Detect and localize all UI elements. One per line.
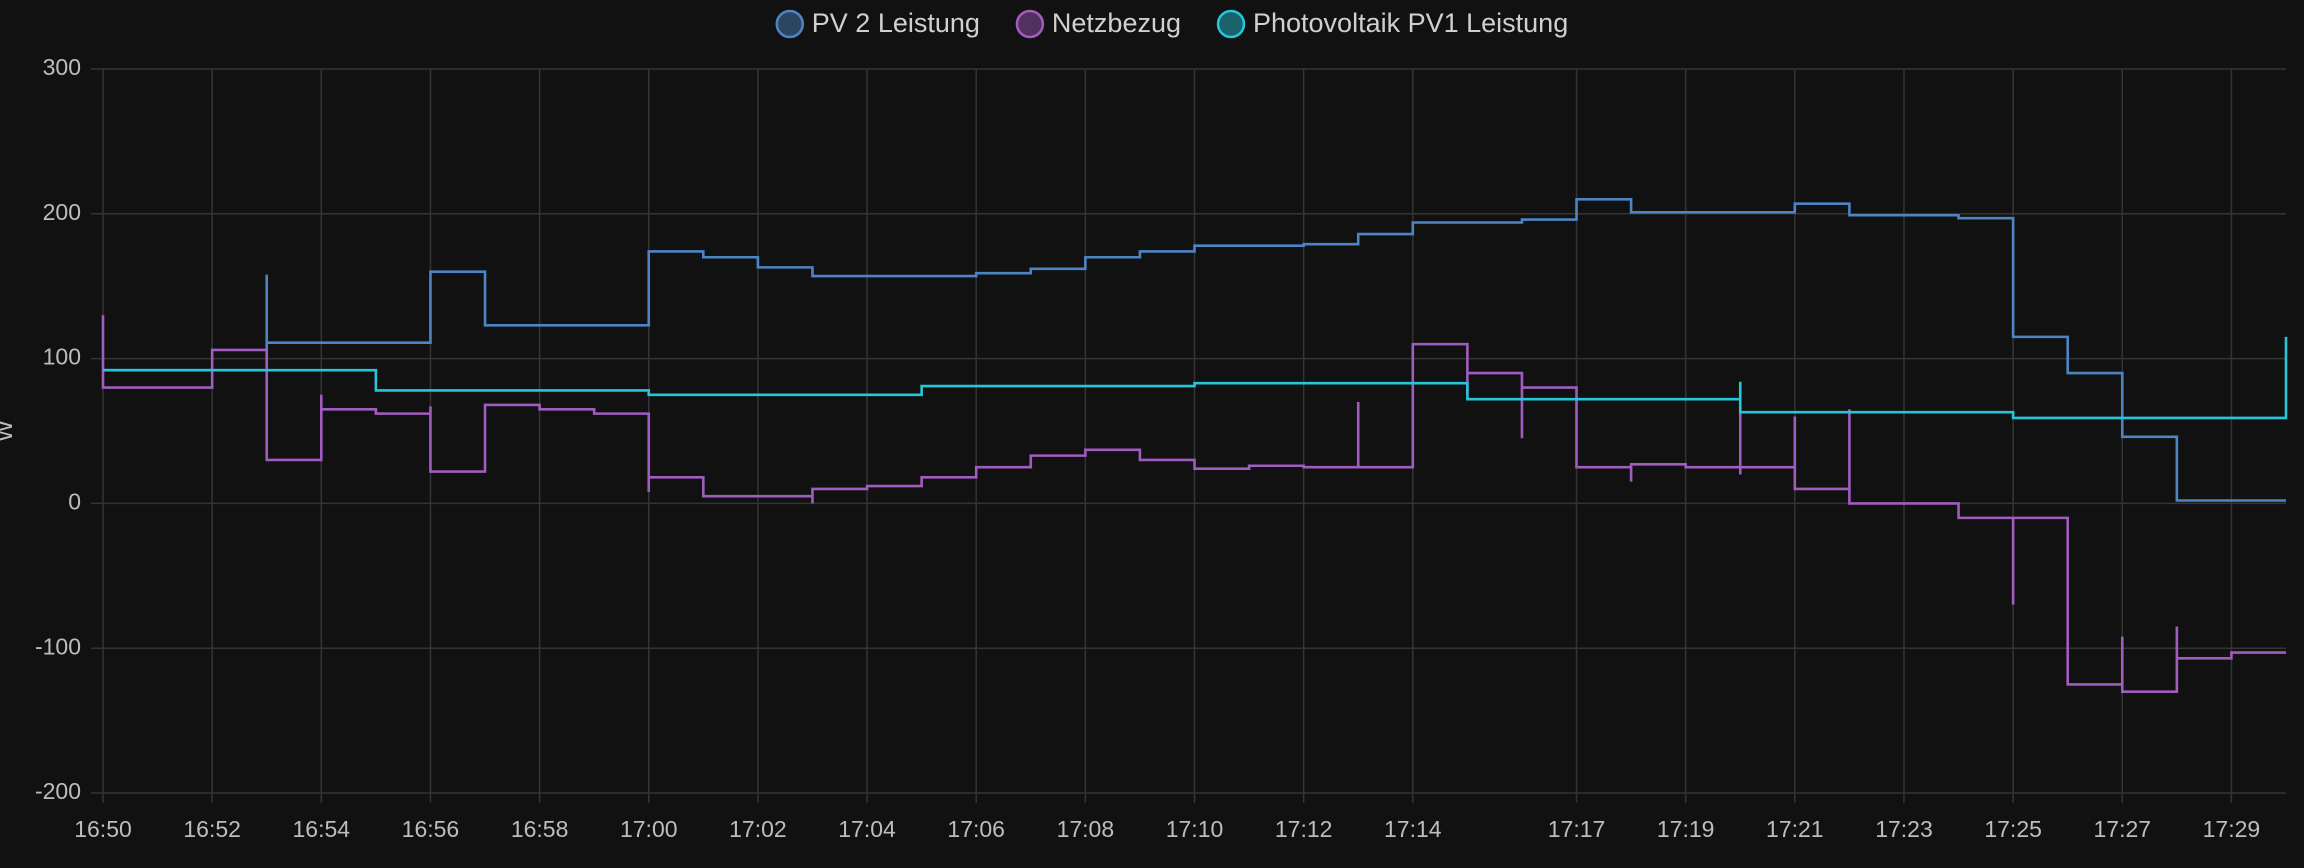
y-tick-label: 0: [68, 488, 81, 514]
x-tick-label: 16:58: [511, 816, 569, 842]
x-tick-label: 16:50: [74, 816, 132, 842]
x-tick-label: 17:02: [729, 816, 787, 842]
legend-swatch: [775, 9, 805, 39]
x-tick-label: 16:54: [293, 816, 351, 842]
y-tick-label: -200: [35, 778, 81, 804]
x-tick-label: 17:21: [1766, 816, 1824, 842]
x-tick-label: 17:06: [947, 816, 1005, 842]
y-tick-label: 300: [43, 54, 81, 80]
y-tick-label: -100: [35, 633, 81, 659]
y-tick-label: 100: [43, 344, 81, 370]
x-tick-label: 17:25: [1984, 816, 2042, 842]
legend-swatch: [1015, 9, 1045, 39]
y-tick-label: 200: [43, 199, 81, 225]
series-line: [103, 198, 2286, 502]
y-axis-label: W: [0, 420, 17, 442]
x-tick-label: 16:56: [402, 816, 460, 842]
legend: PV 2 Leistung Netzbezug Photovoltaik PV1 L…: [775, 8, 1568, 39]
legend-label: PV 2 Leistung: [812, 8, 980, 38]
x-tick-label: 17:00: [620, 816, 678, 842]
x-tick-label: 17:12: [1275, 816, 1333, 842]
x-tick-label: 16:52: [183, 816, 241, 842]
x-tick-label: 17:08: [1057, 816, 1115, 842]
legend-item: PV 2 Leistung: [775, 8, 980, 39]
legend-item: Netzbezug: [1015, 8, 1181, 39]
legend-swatch: [1216, 9, 1246, 39]
x-tick-label: 17:04: [838, 816, 896, 842]
legend-label: Netzbezug: [1052, 8, 1181, 38]
x-tick-label: 17:14: [1384, 816, 1442, 842]
legend-label: Photovoltaik PV1 Leistung: [1253, 8, 1568, 38]
x-tick-label: 17:27: [2093, 816, 2151, 842]
x-tick-label: 17:10: [1166, 816, 1224, 842]
x-tick-label: 17:19: [1657, 816, 1715, 842]
series-line: [103, 336, 2288, 420]
x-tick-label: 17:29: [2203, 816, 2261, 842]
series-line: [101, 315, 2286, 693]
x-tick-label: 17:17: [1548, 816, 1606, 842]
x-tick-label: 17:23: [1875, 816, 1933, 842]
legend-item: Photovoltaik PV1 Leistung: [1216, 8, 1568, 39]
